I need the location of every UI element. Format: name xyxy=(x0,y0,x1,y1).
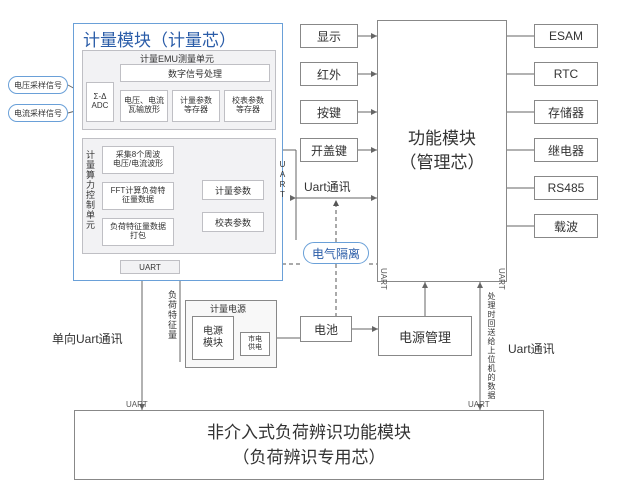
metering-title: 计量模块（计量芯） xyxy=(83,26,236,51)
func-uart-left: UART xyxy=(379,268,388,290)
emu-r1b: 计量参数 等存器 xyxy=(172,90,220,122)
power-module: 电源 模块 xyxy=(192,316,234,360)
func-l2: （管理芯） xyxy=(400,151,485,175)
left-uart-label: 单向Uart通讯 xyxy=(52,330,123,347)
right-mem: 存储器 xyxy=(534,100,598,124)
mid-key: 按键 xyxy=(300,100,358,124)
power-mgmt: 电源管理 xyxy=(378,316,472,356)
ctrl-rb1: 计量参数 xyxy=(202,180,264,200)
right-485: RS485 xyxy=(534,176,598,200)
ctrl-rb2: 校表参数 xyxy=(202,212,264,232)
input-voltage: 电压采样信号 xyxy=(8,76,68,94)
right-note: 处理时回送给上位机的数据 xyxy=(486,292,497,402)
right-rtc: RTC xyxy=(534,62,598,86)
mid-ir: 红外 xyxy=(300,62,358,86)
bottom-l1: 非介入式负荷辨识功能模块 xyxy=(207,420,411,446)
right-esam: ESAM xyxy=(534,24,598,48)
right-wave: 载波 xyxy=(534,214,598,238)
right-relay: 继电器 xyxy=(534,138,598,162)
battery: 电池 xyxy=(300,316,352,342)
func-module: 功能模块 （管理芯） xyxy=(377,20,507,282)
load-feature-label: 负荷特征量 xyxy=(166,290,179,340)
ctrl-b1: 采集8个周波 电压/电流波形 xyxy=(102,146,174,174)
ctrl-b2: FFT计算负荷特 征量数据 xyxy=(102,182,174,210)
ctrl-title: 计量算力控制单元 xyxy=(84,150,97,246)
bottom-l2: （负荷辨识专用芯） xyxy=(233,445,386,471)
power-group-title: 计量电源 xyxy=(210,302,246,315)
adc-box: Σ-Δ ADC xyxy=(86,82,114,122)
bottom-uart-r: UART xyxy=(468,400,490,409)
right-uart-label: Uart通讯 xyxy=(508,340,555,357)
mid-display: 显示 xyxy=(300,24,358,48)
ctrl-b3: 负荷特征量数据 打包 xyxy=(102,218,174,246)
bottom-module: 非介入式负荷辨识功能模块 （负荷辨识专用芯） xyxy=(74,410,544,480)
emu-r1a: 电压、电流 瓦输放形 xyxy=(120,90,168,122)
bottom-uart-l: UART xyxy=(126,400,148,409)
input-current: 电流采样信号 xyxy=(8,104,68,122)
dsp-box: 数字信号处理 xyxy=(120,64,270,82)
func-l1: 功能模块 xyxy=(408,127,476,151)
emu-r1c: 校表参数 等存器 xyxy=(224,90,272,122)
uart-comm-label: Uart通讯 xyxy=(304,178,351,195)
isolation: 电气隔离 xyxy=(303,242,369,264)
power-tiny: 市电 供电 xyxy=(240,332,270,356)
uart-bottom: UART xyxy=(120,260,180,274)
uart-side: UART xyxy=(278,160,287,200)
mid-cover: 开盖键 xyxy=(300,138,358,162)
func-uart-right: UART xyxy=(497,268,506,290)
